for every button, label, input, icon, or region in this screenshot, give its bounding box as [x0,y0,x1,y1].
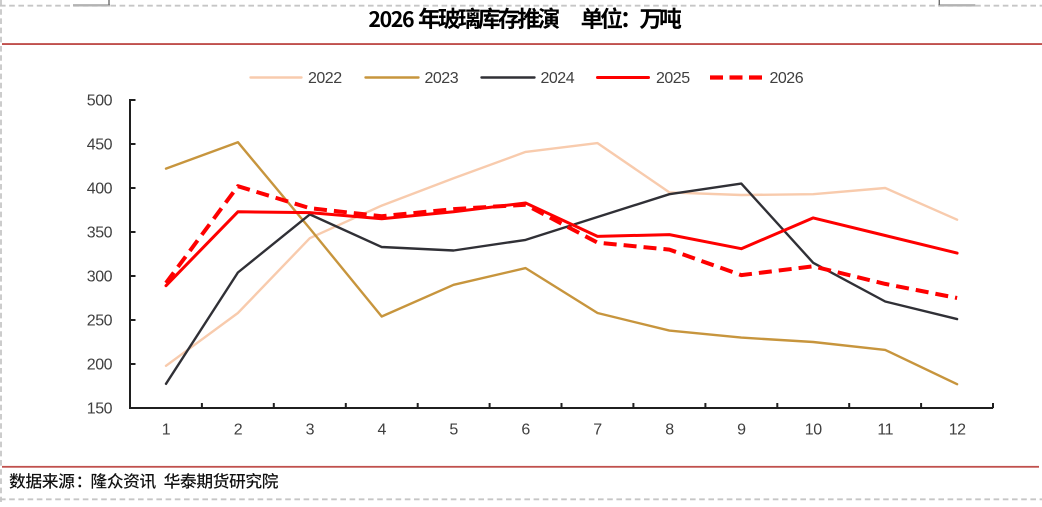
svg-text:450: 450 [87,137,113,154]
svg-text:8: 8 [665,421,674,438]
svg-text:2024: 2024 [541,70,575,87]
svg-text:500: 500 [87,93,113,110]
svg-text:4: 4 [377,421,386,438]
svg-text:9: 9 [737,421,746,438]
svg-text:7: 7 [593,421,602,438]
svg-text:10: 10 [805,421,822,438]
svg-text:2023: 2023 [425,70,459,87]
svg-text:11: 11 [877,421,893,438]
svg-text:150: 150 [87,401,113,418]
svg-text:6: 6 [521,421,530,438]
svg-text:2025: 2025 [656,70,690,87]
svg-text:400: 400 [87,181,113,198]
svg-text:1: 1 [162,421,171,438]
svg-text:3: 3 [306,421,315,438]
svg-text:5: 5 [449,421,458,438]
svg-text:2: 2 [234,421,243,438]
svg-text:300: 300 [87,269,113,286]
svg-text:200: 200 [87,357,113,374]
svg-text:250: 250 [87,313,113,330]
svg-text:2026: 2026 [770,70,804,87]
svg-text:350: 350 [87,225,113,242]
svg-text:2022: 2022 [308,70,342,87]
svg-text:12: 12 [949,421,966,438]
